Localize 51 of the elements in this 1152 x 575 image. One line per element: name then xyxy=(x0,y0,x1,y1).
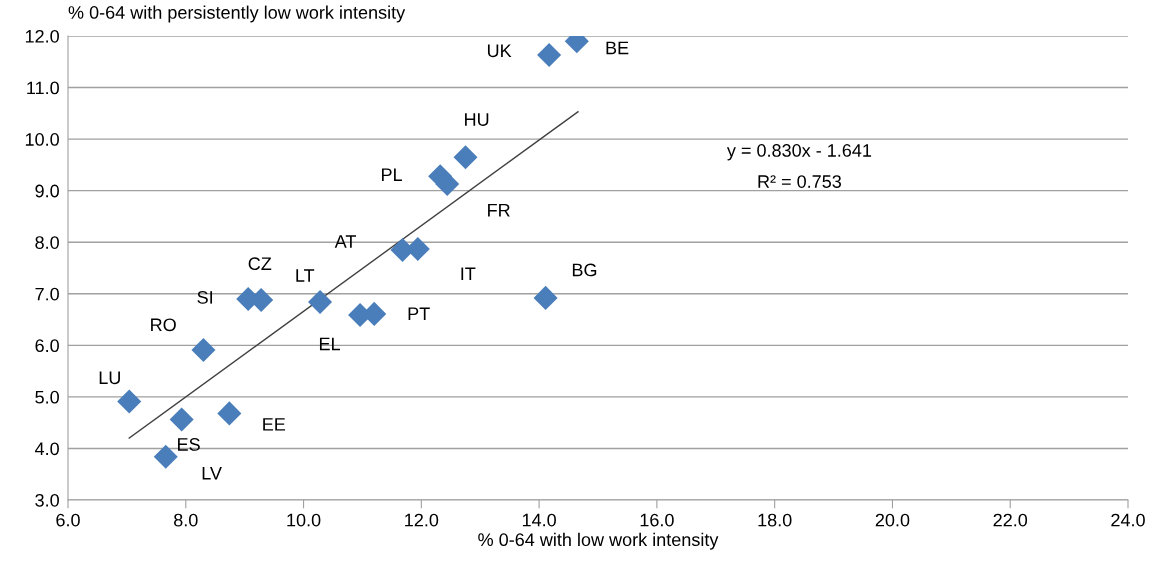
x-tick-label: 10.0 xyxy=(287,513,321,527)
y-tick-label: 10.0 xyxy=(25,133,59,146)
annotation: CZ xyxy=(248,257,272,271)
annotation: HU xyxy=(465,113,489,126)
y-tick-label: 3.0 xyxy=(35,493,59,507)
annotation: y = 0.830x - 1.641 xyxy=(726,144,872,161)
annotation: BG xyxy=(572,263,597,277)
x-tick-label: 8.0 xyxy=(174,513,198,527)
annotation: LV xyxy=(202,467,222,480)
annotation: PL xyxy=(382,168,403,181)
annotation: LT xyxy=(296,269,315,282)
point xyxy=(153,444,178,469)
annotation: EL xyxy=(319,337,340,351)
annotation: SI xyxy=(197,290,213,304)
annotation: BE xyxy=(606,41,629,55)
annotation: AT xyxy=(334,235,356,248)
point xyxy=(169,407,194,432)
point xyxy=(537,43,562,68)
y-tick-label: 9.0 xyxy=(35,184,59,198)
point xyxy=(217,401,242,426)
annotation: PT xyxy=(408,307,430,320)
x-tick-label: 16.0 xyxy=(640,513,674,527)
x-tick-label: 18.0 xyxy=(758,513,792,527)
y-tick-label: 5.0 xyxy=(35,390,59,404)
x-tick-label: 24.0 xyxy=(1111,513,1145,527)
point xyxy=(453,145,478,170)
x-tick-label: 20.0 xyxy=(875,513,910,527)
y-axis-title: % 0-64 with persistently low work intensity xyxy=(68,5,406,23)
x-tick-label: 22.0 xyxy=(993,513,1028,527)
y-tick-label: 12.0 xyxy=(25,29,59,43)
y-tick-label: 7.0 xyxy=(35,287,59,301)
annotation: ES xyxy=(178,438,200,451)
y-tick-label: 4.0 xyxy=(34,442,59,456)
annotation: EE xyxy=(263,418,286,431)
annotation: IT xyxy=(461,267,476,280)
annotation: FR xyxy=(488,203,510,217)
point xyxy=(533,285,558,310)
y-tick-label: 6.0 xyxy=(35,339,59,353)
annotation: RO xyxy=(151,318,176,332)
annotation: LU xyxy=(99,371,120,385)
annotation: UK xyxy=(487,44,512,58)
annotation: R² = 0.753 xyxy=(758,175,842,188)
point xyxy=(191,337,216,362)
x-tick-label: 6.0 xyxy=(56,513,80,527)
x-axis-title: % 0-64 with low work intensity xyxy=(478,532,719,550)
y-tick-label: 11.0 xyxy=(27,81,59,95)
point xyxy=(117,389,142,414)
y-tick-label: 8.0 xyxy=(35,236,59,249)
x-tick-label: 12.0 xyxy=(405,513,439,527)
point xyxy=(308,290,333,315)
x-tick-label: 14.0 xyxy=(522,513,556,527)
